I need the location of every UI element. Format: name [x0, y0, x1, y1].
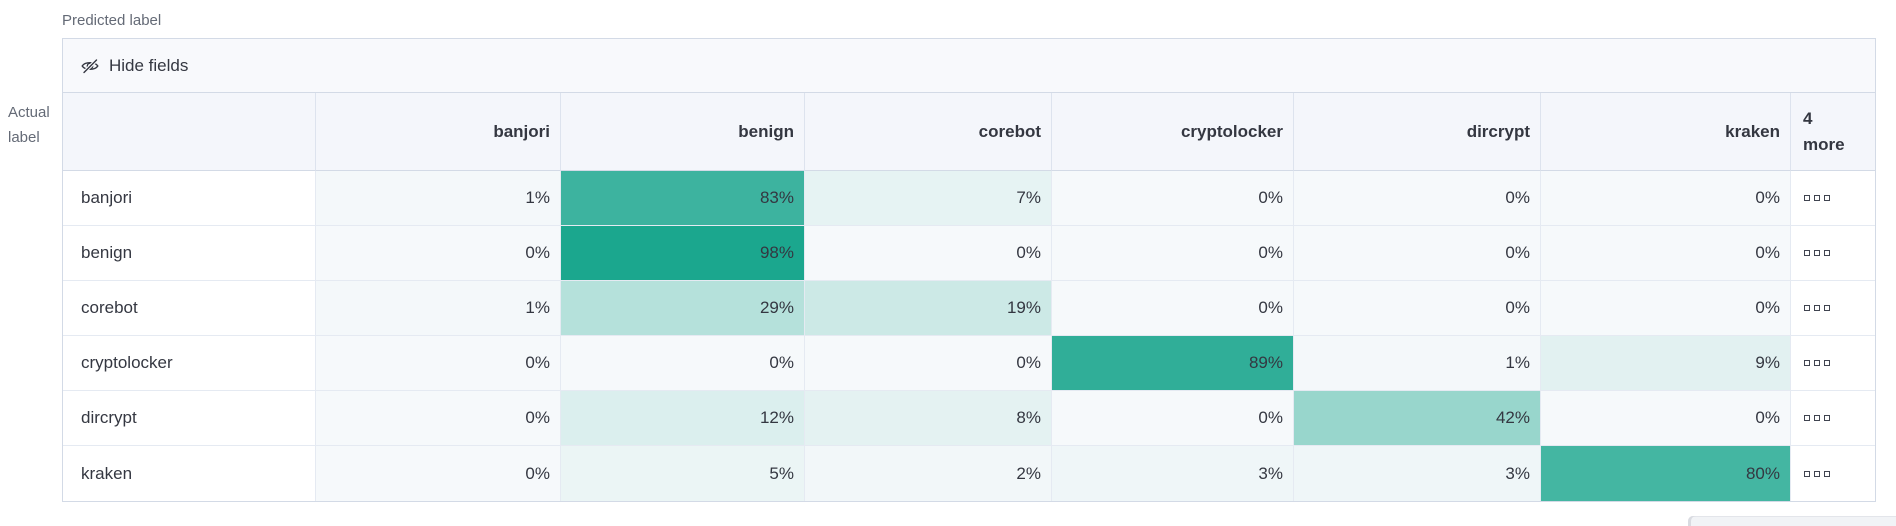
- matrix-cell-cryptolocker-dircrypt: 1%: [1294, 336, 1541, 391]
- eye-closed-icon: [81, 58, 99, 74]
- boxes-horizontal-icon: [1804, 470, 1830, 477]
- matrix-cell-cryptolocker-banjori: 0%: [316, 336, 561, 391]
- matrix-cell-cryptolocker-kraken: 9%: [1541, 336, 1791, 391]
- matrix-cell-corebot-cryptolocker: 0%: [1052, 281, 1294, 336]
- matrix-cell-cryptolocker-cryptolocker: 89%: [1052, 336, 1294, 391]
- row-actions-button-kraken[interactable]: [1791, 446, 1875, 501]
- matrix-cell-benign-banjori: 0%: [316, 226, 561, 281]
- matrix-cell-corebot-benign: 29%: [561, 281, 805, 336]
- row-label-cryptolocker: cryptolocker: [63, 336, 316, 391]
- matrix-cell-banjori-benign: 83%: [561, 171, 805, 226]
- row-label-benign: benign: [63, 226, 316, 281]
- column-header-cryptolocker[interactable]: cryptolocker: [1052, 93, 1294, 171]
- matrix-cell-benign-corebot: 0%: [805, 226, 1052, 281]
- matrix-cell-benign-kraken: 0%: [1541, 226, 1791, 281]
- boxes-horizontal-icon: [1804, 195, 1830, 201]
- matrix-cell-corebot-dircrypt: 0%: [1294, 281, 1541, 336]
- column-header-banjori[interactable]: banjori: [316, 93, 561, 171]
- matrix-cell-corebot-banjori: 1%: [316, 281, 561, 336]
- row-actions-button-benign[interactable]: [1791, 226, 1875, 281]
- horizontal-scrollbar-thumb[interactable]: [1688, 516, 1896, 526]
- boxes-horizontal-icon: [1804, 305, 1830, 311]
- row-label-banjori: banjori: [63, 171, 316, 226]
- matrix-cell-banjori-banjori: 1%: [316, 171, 561, 226]
- matrix-cell-dircrypt-benign: 12%: [561, 391, 805, 446]
- row-actions-button-dircrypt[interactable]: [1791, 391, 1875, 446]
- matrix-cell-cryptolocker-corebot: 0%: [805, 336, 1052, 391]
- more-header-count: 4: [1803, 108, 1813, 128]
- boxes-horizontal-icon: [1804, 415, 1830, 421]
- matrix-cell-corebot-corebot: 19%: [805, 281, 1052, 336]
- row-actions-button-banjori[interactable]: [1791, 171, 1875, 226]
- matrix-cell-benign-dircrypt: 0%: [1294, 226, 1541, 281]
- matrix-cell-dircrypt-banjori: 0%: [316, 391, 561, 446]
- row-label-corebot: corebot: [63, 281, 316, 336]
- hide-fields-button[interactable]: Hide fields: [63, 39, 1875, 93]
- row-actions-button-cryptolocker[interactable]: [1791, 336, 1875, 391]
- row-label-dircrypt: dircrypt: [63, 391, 316, 446]
- predicted-axis-label: Predicted label: [62, 12, 162, 29]
- matrix-cell-kraken-corebot: 2%: [805, 446, 1052, 501]
- column-header-corebot[interactable]: corebot: [805, 93, 1052, 171]
- confusion-matrix-grid: banjori benign corebot cryptolocker dircrypt…: [63, 93, 1875, 501]
- matrix-cell-dircrypt-kraken: 0%: [1541, 391, 1791, 446]
- matrix-cell-banjori-cryptolocker: 0%: [1052, 171, 1294, 226]
- column-header-kraken[interactable]: kraken: [1541, 93, 1791, 171]
- matrix-cell-kraken-banjori: 0%: [316, 446, 561, 501]
- hide-fields-label: Hide fields: [109, 55, 189, 75]
- column-header-corner: [63, 93, 316, 171]
- matrix-cell-corebot-kraken: 0%: [1541, 281, 1791, 336]
- matrix-cell-kraken-dircrypt: 3%: [1294, 446, 1541, 501]
- actual-axis-label-line1: Actual: [8, 104, 50, 121]
- row-actions-button-corebot[interactable]: [1791, 281, 1875, 336]
- matrix-cell-dircrypt-cryptolocker: 0%: [1052, 391, 1294, 446]
- matrix-cell-kraken-cryptolocker: 3%: [1052, 446, 1294, 501]
- boxes-horizontal-icon: [1804, 250, 1830, 256]
- matrix-cell-banjori-dircrypt: 0%: [1294, 171, 1541, 226]
- row-label-kraken: kraken: [63, 446, 316, 501]
- matrix-cell-kraken-kraken: 80%: [1541, 446, 1791, 501]
- matrix-cell-banjori-corebot: 7%: [805, 171, 1052, 226]
- boxes-horizontal-icon: [1804, 360, 1830, 366]
- column-header-more[interactable]: 4 more: [1791, 93, 1875, 171]
- actual-axis-label-line2: label: [8, 129, 40, 146]
- matrix-cell-banjori-kraken: 0%: [1541, 171, 1791, 226]
- matrix-cell-kraken-benign: 5%: [561, 446, 805, 501]
- confusion-matrix-panel: Hide fields banjori benign corebot cryptolo…: [62, 38, 1876, 502]
- column-header-benign[interactable]: benign: [561, 93, 805, 171]
- more-header-word: more: [1803, 134, 1845, 154]
- matrix-cell-dircrypt-corebot: 8%: [805, 391, 1052, 446]
- matrix-cell-cryptolocker-benign: 0%: [561, 336, 805, 391]
- actual-axis-label: Actual label: [8, 100, 58, 150]
- matrix-cell-dircrypt-dircrypt: 42%: [1294, 391, 1541, 446]
- matrix-cell-benign-benign: 98%: [561, 226, 805, 281]
- matrix-cell-benign-cryptolocker: 0%: [1052, 226, 1294, 281]
- column-header-dircrypt[interactable]: dircrypt: [1294, 93, 1541, 171]
